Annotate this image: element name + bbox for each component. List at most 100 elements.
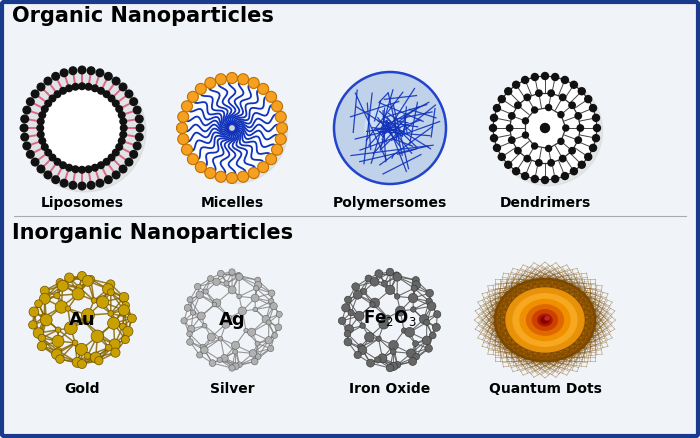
Circle shape (134, 106, 141, 114)
Circle shape (237, 171, 248, 182)
Text: Ag: Ag (218, 311, 245, 329)
Circle shape (130, 98, 137, 106)
Circle shape (412, 276, 419, 284)
Circle shape (275, 324, 281, 331)
Circle shape (375, 270, 383, 278)
Circle shape (72, 357, 82, 367)
Circle shape (122, 326, 133, 336)
Circle shape (27, 98, 34, 106)
Circle shape (21, 115, 29, 123)
Circle shape (228, 124, 236, 132)
Circle shape (91, 298, 97, 303)
Circle shape (244, 328, 248, 333)
Circle shape (506, 125, 513, 131)
Circle shape (182, 78, 282, 178)
Circle shape (87, 276, 94, 283)
Circle shape (494, 105, 500, 112)
Circle shape (512, 81, 519, 88)
Circle shape (491, 134, 498, 141)
Circle shape (60, 69, 68, 77)
Circle shape (136, 133, 143, 141)
Circle shape (232, 363, 239, 370)
Circle shape (39, 293, 50, 304)
Circle shape (376, 336, 382, 342)
Circle shape (216, 171, 226, 182)
Circle shape (176, 123, 188, 134)
Circle shape (118, 305, 130, 316)
Circle shape (249, 350, 257, 357)
Circle shape (119, 165, 127, 173)
Circle shape (205, 168, 216, 179)
Circle shape (524, 155, 531, 162)
Circle shape (90, 352, 101, 363)
Circle shape (105, 344, 112, 351)
Circle shape (38, 131, 44, 138)
Circle shape (41, 314, 52, 326)
Circle shape (196, 291, 204, 299)
Circle shape (411, 285, 417, 291)
Circle shape (76, 284, 83, 290)
Circle shape (531, 107, 538, 113)
Circle shape (545, 105, 552, 110)
Circle shape (575, 113, 582, 119)
Circle shape (229, 269, 235, 275)
Circle shape (428, 302, 436, 311)
Circle shape (85, 166, 92, 173)
Text: Au: Au (69, 311, 95, 329)
Circle shape (548, 90, 554, 96)
Text: Liposomes: Liposomes (41, 196, 123, 210)
Circle shape (78, 272, 87, 280)
Circle shape (187, 297, 193, 303)
Circle shape (91, 330, 104, 343)
Circle shape (389, 340, 398, 350)
Circle shape (429, 332, 436, 339)
Circle shape (238, 307, 246, 315)
Circle shape (44, 77, 52, 85)
Text: Inorganic Nanoparticles: Inorganic Nanoparticles (12, 223, 293, 243)
Circle shape (109, 339, 120, 350)
Circle shape (578, 88, 585, 95)
Circle shape (57, 280, 68, 291)
Circle shape (232, 349, 237, 354)
Circle shape (489, 124, 496, 131)
Circle shape (248, 328, 256, 336)
Circle shape (370, 302, 375, 307)
Circle shape (121, 336, 130, 344)
Circle shape (498, 153, 505, 160)
Circle shape (365, 332, 374, 342)
Circle shape (120, 118, 127, 125)
Circle shape (407, 349, 416, 358)
Circle shape (66, 85, 72, 92)
Circle shape (561, 77, 568, 84)
Circle shape (426, 298, 433, 304)
Circle shape (275, 111, 286, 122)
Circle shape (570, 168, 578, 175)
Circle shape (38, 85, 125, 172)
Circle shape (78, 66, 86, 74)
Circle shape (72, 166, 79, 173)
Circle shape (412, 341, 419, 346)
Circle shape (112, 77, 120, 85)
Circle shape (81, 309, 94, 321)
Circle shape (190, 310, 196, 315)
Circle shape (222, 320, 230, 328)
Circle shape (98, 332, 104, 337)
Circle shape (37, 125, 43, 131)
Ellipse shape (545, 317, 549, 320)
Circle shape (136, 124, 144, 132)
Circle shape (39, 112, 46, 118)
Circle shape (344, 338, 352, 346)
Ellipse shape (494, 76, 603, 186)
Circle shape (188, 154, 198, 165)
Circle shape (552, 74, 559, 81)
Circle shape (38, 118, 44, 125)
Circle shape (493, 76, 597, 180)
Circle shape (106, 280, 115, 289)
Circle shape (385, 315, 391, 320)
Circle shape (558, 138, 564, 145)
Circle shape (267, 345, 274, 352)
Circle shape (188, 92, 198, 102)
Circle shape (558, 112, 564, 118)
Circle shape (113, 149, 119, 156)
Text: Silver: Silver (210, 382, 254, 396)
